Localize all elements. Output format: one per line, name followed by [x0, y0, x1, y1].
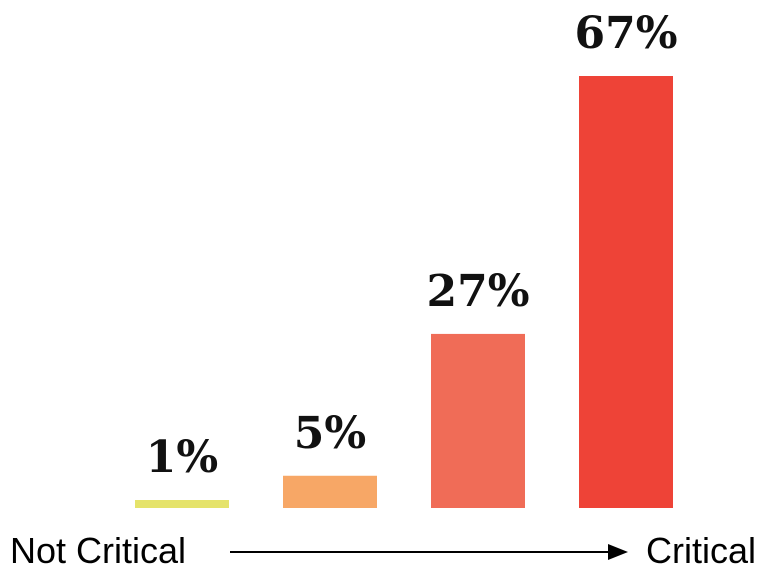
- data-label-2: 5%: [294, 408, 366, 459]
- data-label-1: 1%: [146, 432, 218, 483]
- axis-end-label: Critical: [646, 530, 756, 569]
- bar-3: [431, 333, 525, 508]
- bar-1: [135, 500, 229, 508]
- data-label-3: 27%: [426, 266, 529, 317]
- data-label-4: 67%: [574, 8, 677, 59]
- bar-2: [283, 475, 377, 508]
- data-labels-group: 1% 5% 27% 67%: [146, 8, 678, 483]
- axis-start-label: Not Critical: [10, 530, 186, 569]
- bar-4: [579, 76, 673, 508]
- axis-arrow-head-icon: [608, 544, 628, 560]
- bars-group: [135, 76, 673, 508]
